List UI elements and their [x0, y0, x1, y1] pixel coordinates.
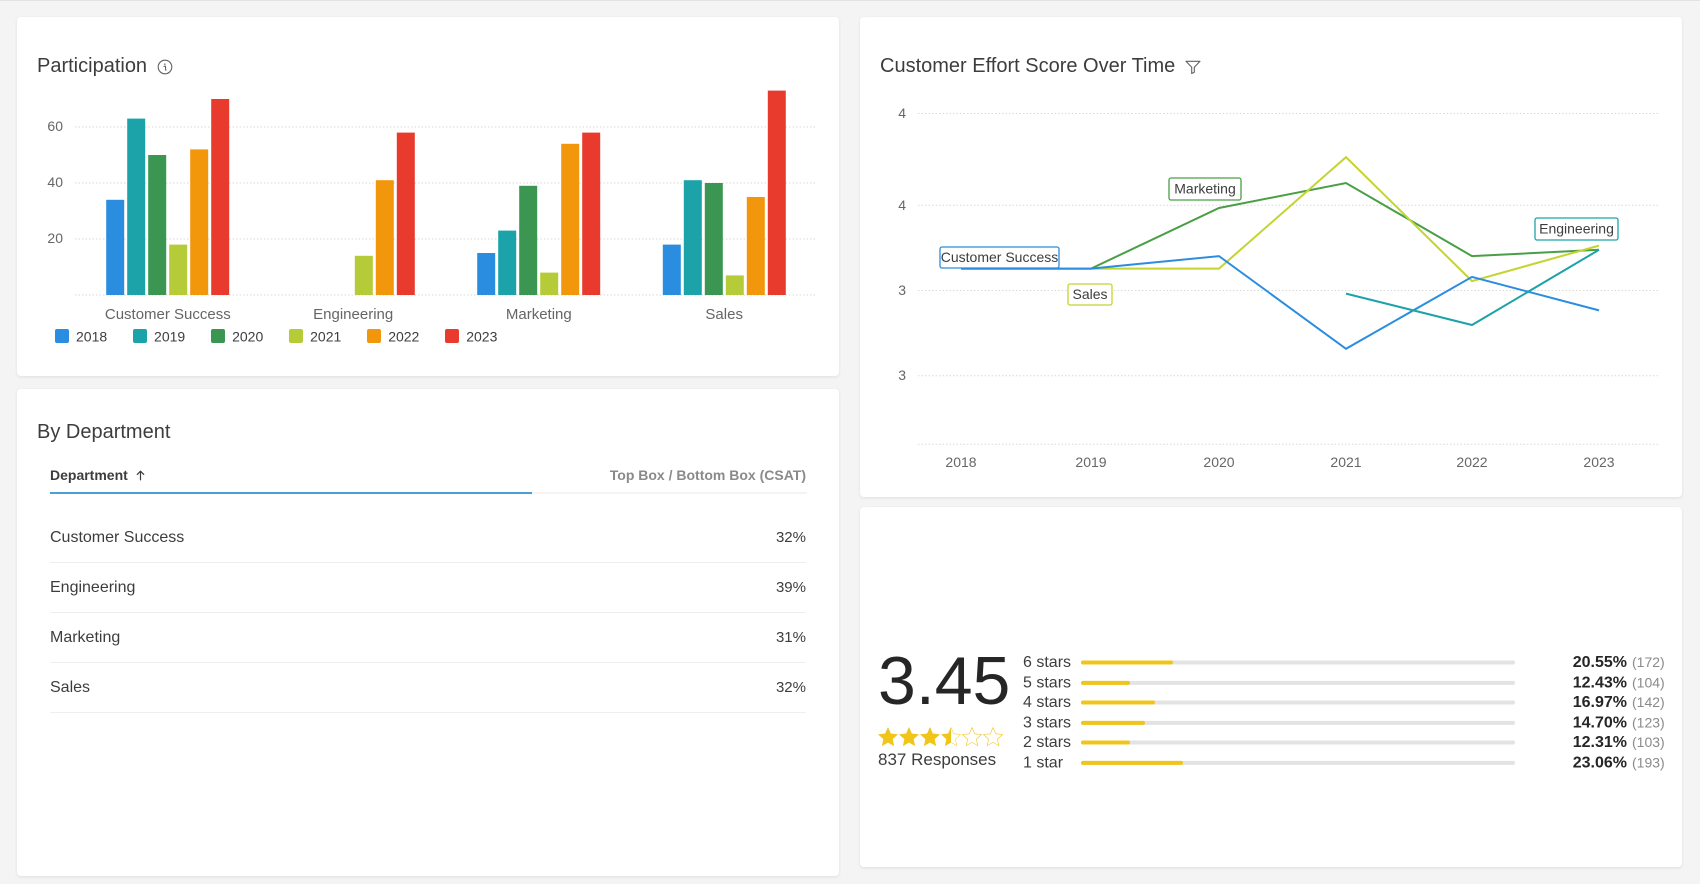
svg-text:16.97%: 16.97%	[1573, 694, 1627, 711]
svg-text:(123): (123)	[1632, 714, 1665, 730]
svg-text:40: 40	[47, 174, 63, 190]
svg-text:20.55%: 20.55%	[1573, 654, 1627, 671]
svg-text:4 stars: 4 stars	[1023, 694, 1071, 711]
svg-text:Customer Success: Customer Success	[941, 249, 1058, 265]
svg-text:Sales: Sales	[705, 306, 743, 323]
svg-text:2022: 2022	[1456, 454, 1487, 470]
svg-text:60: 60	[47, 118, 63, 134]
svg-text:23.06%: 23.06%	[1573, 754, 1627, 771]
svg-text:4: 4	[898, 197, 906, 213]
svg-text:Engineering: Engineering	[1539, 221, 1614, 237]
svg-text:(142): (142)	[1632, 694, 1665, 710]
svg-text:(104): (104)	[1632, 674, 1665, 690]
svg-text:5 stars: 5 stars	[1023, 674, 1071, 691]
svg-text:20: 20	[47, 230, 63, 246]
svg-text:14.70%: 14.70%	[1573, 714, 1627, 731]
svg-text:2023: 2023	[1583, 454, 1614, 470]
svg-text:(103): (103)	[1632, 734, 1665, 750]
svg-text:3: 3	[898, 367, 906, 383]
svg-text:Sales: Sales	[1072, 286, 1107, 302]
svg-text:4: 4	[898, 105, 906, 121]
svg-text:1 star: 1 star	[1023, 754, 1064, 771]
svg-text:Marketing: Marketing	[1174, 181, 1235, 197]
svg-text:2018: 2018	[945, 454, 976, 470]
svg-text:(172): (172)	[1632, 654, 1665, 670]
svg-text:Marketing: Marketing	[506, 306, 572, 323]
svg-text:2021: 2021	[1330, 454, 1361, 470]
svg-text:3: 3	[898, 282, 906, 298]
svg-text:6 stars: 6 stars	[1023, 654, 1071, 671]
svg-text:Customer Success: Customer Success	[105, 306, 231, 323]
svg-text:2020: 2020	[1203, 454, 1234, 470]
svg-text:Engineering: Engineering	[313, 306, 393, 323]
svg-text:3 stars: 3 stars	[1023, 714, 1071, 731]
svg-text:12.43%: 12.43%	[1573, 674, 1627, 691]
svg-text:2019: 2019	[1075, 454, 1106, 470]
svg-text:(193): (193)	[1632, 754, 1665, 770]
svg-text:12.31%: 12.31%	[1573, 734, 1627, 751]
svg-text:2 stars: 2 stars	[1023, 734, 1071, 751]
